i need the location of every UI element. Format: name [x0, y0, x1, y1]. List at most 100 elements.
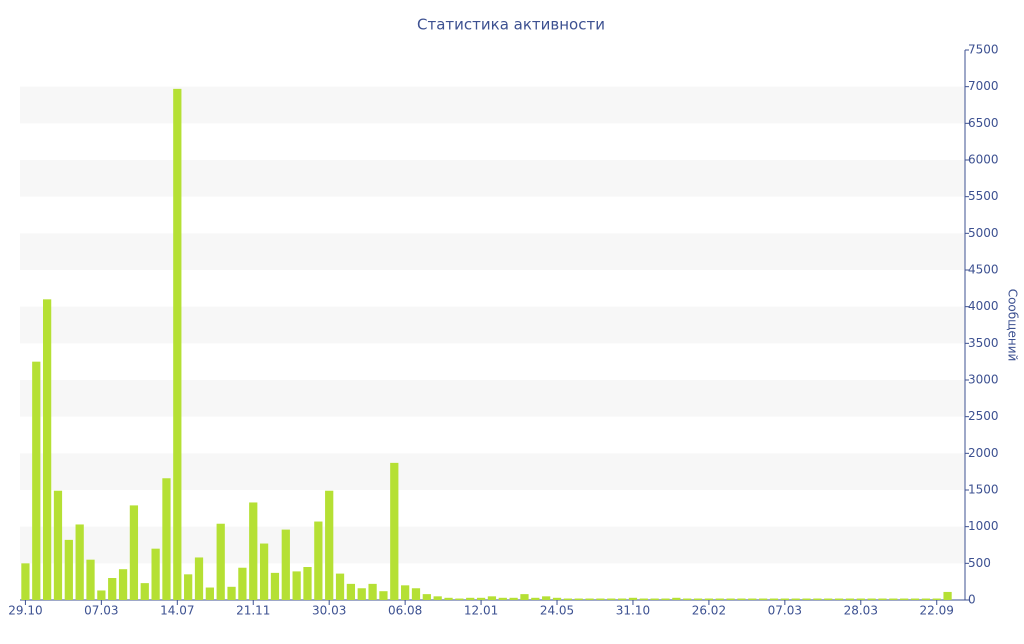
- grid-band: [20, 526, 965, 564]
- x-tick-label: 07.03: [768, 604, 802, 618]
- bar: [498, 597, 507, 600]
- y-tick-label: 4500: [968, 263, 999, 277]
- x-tick-label: 14.07: [160, 604, 194, 618]
- bar: [53, 490, 63, 600]
- bar: [791, 598, 800, 600]
- x-tick-label: 07.03: [84, 604, 118, 618]
- y-tick-label: 1000: [968, 519, 999, 533]
- bar: [249, 502, 258, 600]
- bar: [216, 523, 225, 600]
- grid-band: [20, 306, 965, 344]
- y-tick-label: 500: [968, 556, 991, 570]
- y-tick-label: 7500: [968, 43, 999, 57]
- bar: [422, 594, 431, 600]
- y-tick-label: 2000: [968, 446, 999, 460]
- bar: [921, 598, 931, 600]
- bar: [704, 598, 714, 600]
- bar: [325, 490, 334, 600]
- bar: [86, 559, 95, 600]
- bar: [509, 597, 518, 600]
- bar: [184, 574, 193, 600]
- bar: [802, 598, 811, 600]
- bar: [715, 598, 724, 600]
- bar: [672, 597, 681, 600]
- bar: [368, 583, 377, 600]
- bar: [151, 548, 160, 600]
- bar: [129, 505, 139, 600]
- bar: [357, 588, 366, 600]
- bar: [401, 585, 410, 600]
- bar: [433, 596, 442, 600]
- y-tick-label: 3000: [968, 373, 999, 387]
- bar: [455, 598, 464, 600]
- y-tick-label: 2500: [968, 409, 999, 423]
- bar: [650, 598, 659, 600]
- x-tick-label: 29.10: [8, 604, 42, 618]
- bar: [748, 598, 757, 600]
- bar: [97, 590, 106, 600]
- x-tick-label: 06.08: [388, 604, 422, 618]
- y-axis-label: Сообщений: [1006, 289, 1020, 362]
- bar: [834, 598, 844, 600]
- x-tick-label: 24.05: [540, 604, 574, 618]
- bar: [303, 567, 312, 600]
- grid-band: [20, 160, 965, 197]
- x-tick-label: 31.10: [616, 604, 650, 618]
- bar: [162, 478, 171, 600]
- bar: [943, 591, 952, 600]
- bar: [487, 596, 497, 600]
- y-tick-label: 1500: [968, 483, 999, 497]
- bar: [661, 598, 670, 600]
- bar: [335, 573, 345, 600]
- bar: [108, 578, 117, 600]
- bar: [726, 598, 735, 600]
- bar: [466, 597, 475, 600]
- bar: [281, 529, 290, 600]
- x-tick-label: 28.03: [844, 604, 878, 618]
- bar: [205, 587, 214, 600]
- bar: [411, 588, 421, 600]
- bar: [64, 539, 73, 600]
- y-tick-label: 5000: [968, 226, 999, 240]
- bar: [780, 598, 789, 600]
- x-tick-label: 26.02: [692, 604, 726, 618]
- bar: [194, 557, 204, 600]
- bar: [292, 571, 301, 600]
- grid-band: [20, 233, 965, 270]
- bar: [346, 583, 356, 600]
- bar: [563, 598, 572, 600]
- bar: [270, 572, 280, 600]
- grid-band: [20, 380, 965, 417]
- bar: [628, 597, 638, 600]
- bar: [476, 597, 486, 600]
- bar: [596, 598, 605, 600]
- bar: [759, 598, 768, 600]
- x-tick-label: 30.03: [312, 604, 346, 618]
- y-tick-label: 3500: [968, 336, 999, 350]
- bar: [617, 598, 627, 600]
- chart-title: Статистика активности: [417, 16, 605, 34]
- y-tick-label: 6500: [968, 116, 999, 130]
- y-tick-label: 6000: [968, 153, 999, 167]
- bar: [542, 596, 551, 600]
- bar: [390, 462, 399, 600]
- bar: [683, 598, 692, 600]
- y-tick-label: 0: [968, 593, 976, 607]
- bar: [173, 88, 182, 600]
- bar: [824, 598, 833, 600]
- bar: [769, 598, 779, 600]
- bar: [314, 521, 323, 600]
- bar: [585, 598, 594, 600]
- y-tick-label: 7000: [968, 79, 999, 93]
- bar: [259, 543, 269, 600]
- bar: [607, 598, 616, 600]
- x-tick-label: 12.01: [464, 604, 498, 618]
- bar: [531, 597, 540, 600]
- bar: [889, 598, 898, 600]
- bar: [932, 598, 941, 600]
- bar: [42, 299, 52, 600]
- bar: [900, 598, 909, 600]
- y-tick-label: 4000: [968, 299, 999, 313]
- grid-band: [20, 86, 965, 124]
